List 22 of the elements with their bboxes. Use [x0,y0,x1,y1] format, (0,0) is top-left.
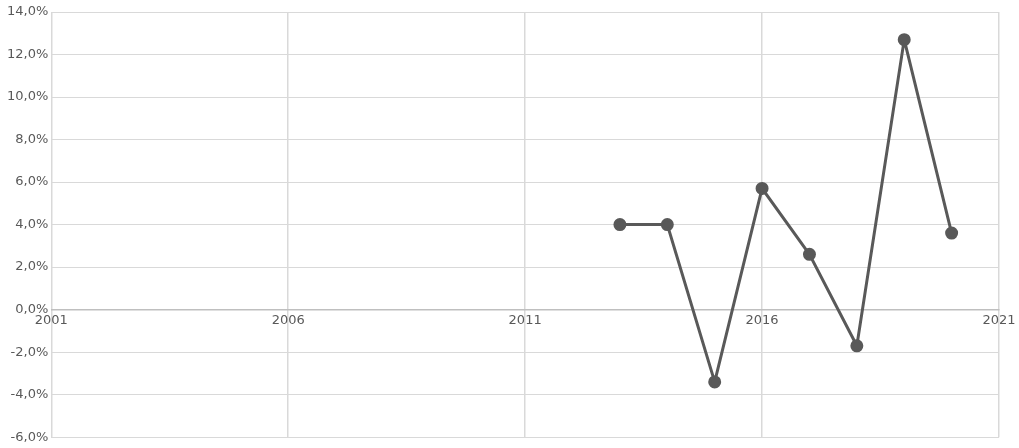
y-tick-label: 6,0% [15,173,49,189]
y-tick-label: 8,0% [15,130,49,146]
point [660,218,674,232]
point [897,33,911,47]
point [613,218,627,232]
x-tick-label: 2006 [271,311,305,327]
x-tick-label: 2021 [982,311,1016,327]
point [708,375,722,389]
y-tick-label: 4,0% [15,215,49,231]
point [945,226,959,240]
y-tick-label: 10,0% [6,88,49,104]
point [755,181,769,195]
y-tick-label: -4,0% [10,386,49,402]
x-tick-label: 2016 [745,311,779,327]
y-tick-label: -6,0% [10,428,49,444]
point [850,339,864,353]
y-tick-label: -2,0% [10,343,49,359]
y-tick-label: 14,0% [6,3,49,19]
x-tick-label: 2011 [508,311,542,327]
point [802,247,816,261]
y-tick-label: 12,0% [6,45,49,61]
y-tick-label: 2,0% [15,258,49,274]
